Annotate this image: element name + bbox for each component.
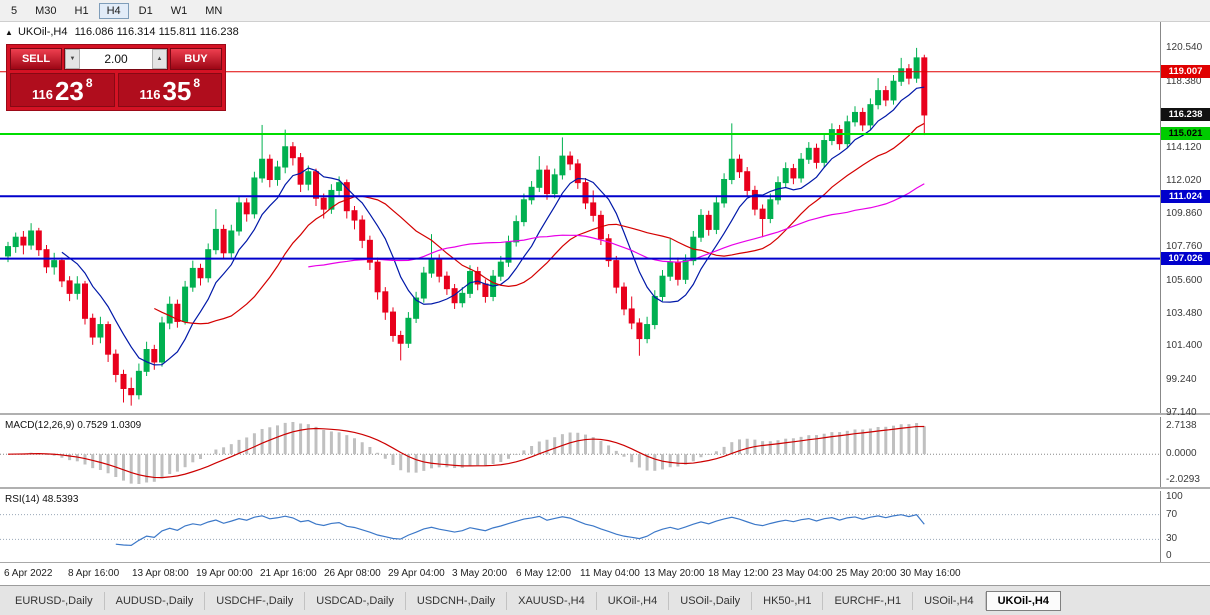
volume-up-button[interactable]: ▲: [152, 49, 167, 69]
time-axis-label: 6 Apr 2022: [4, 568, 53, 579]
chart-tab-3[interactable]: USDCAD-,Daily: [305, 591, 406, 610]
price-axis-label: 107.760: [1166, 241, 1203, 253]
timeframe-bar: 5 M30 H1 H4 D1 W1 MN: [0, 0, 1210, 22]
timeframe-d1[interactable]: D1: [138, 4, 153, 17]
chart-tab-11[interactable]: UKOil-,H4: [985, 590, 1061, 611]
time-axis-label: 29 Apr 04:00: [388, 568, 445, 579]
time-axis-label: 13 May 20:00: [644, 568, 705, 579]
price-badge: 111.024: [1161, 189, 1210, 203]
timeframe-w1[interactable]: W1: [170, 4, 188, 17]
macd-axis-label: 2.7138: [1166, 420, 1197, 431]
time-axis-label: 18 May 12:00: [708, 568, 769, 579]
time-axis-label: 8 Apr 16:00: [68, 568, 120, 579]
price-badge: 115.021: [1161, 127, 1210, 141]
price-axis-label: 99.240: [1166, 374, 1197, 386]
macd-panel: MACD(12,26,9) 0.7529 1.0309 2.7138 0.0000…: [0, 417, 1210, 489]
rsi-panel: RSI(14) 48.5393 100 70 30 0: [0, 491, 1210, 563]
price-axis-label: 101.400: [1166, 340, 1203, 352]
macd-axis: 2.7138 0.0000 -2.0293: [1160, 417, 1210, 487]
chart-tab-9[interactable]: EURCHF-,H1: [823, 591, 914, 610]
rsi-axis: 100 70 30 0: [1160, 491, 1210, 562]
price-axis-label: 114.120: [1166, 142, 1202, 153]
trade-controls-row: SELL ▼ 2.00 ▲ BUY: [10, 48, 222, 70]
hlines-group[interactable]: [0, 71, 1160, 260]
time-axis-label: 25 May 20:00: [836, 568, 897, 579]
timeframe-h4[interactable]: H4: [98, 2, 129, 19]
chart-tab-1[interactable]: AUDUSD-,Daily: [105, 591, 206, 610]
rsi-canvas[interactable]: [0, 491, 1160, 563]
price-axis-label: 120.540: [1166, 41, 1203, 53]
buy-price-head: 116: [139, 87, 161, 102]
chart-tab-5[interactable]: XAUUSD-,H4: [507, 591, 597, 610]
time-axis-label: 26 Apr 08:00: [324, 568, 381, 579]
price-badge: 107.026: [1161, 252, 1210, 266]
chart-tab-bar: EURUSD-,Daily AUDUSD-,Daily USDCHF-,Daily U…: [0, 585, 1210, 615]
chart-tab-4[interactable]: USDCNH-,Daily: [406, 591, 508, 610]
price-axis-label: 97.140: [1166, 406, 1197, 418]
sell-price-big: 23: [54, 76, 84, 106]
macd-histogram: [14, 422, 926, 484]
volume-down-button[interactable]: ▼: [65, 49, 80, 69]
ma-lines-group: [61, 86, 925, 366]
price-axis: 120.540118.380116.220114.120112.020109.8…: [1160, 22, 1210, 418]
rsi-axis-label: 0: [1166, 550, 1172, 561]
chart-tab-6[interactable]: UKOil-,H4: [597, 591, 670, 610]
price-badge: 119.007: [1161, 65, 1210, 79]
time-axis-label: 3 May 20:00: [452, 568, 508, 579]
sell-button[interactable]: SELL: [10, 48, 62, 70]
time-axis-label: 30 May 16:00: [900, 568, 961, 579]
chart-tab-7[interactable]: USOil-,Daily: [669, 591, 753, 610]
trade-prices-row: 116 23 8 116 35 8: [10, 73, 222, 107]
chart-tab-8[interactable]: HK50-,H1: [752, 591, 824, 610]
rsi-axis-label: 30: [1166, 533, 1178, 545]
chart-ohlc: 116.086 116.314 115.811 116.238: [74, 26, 239, 38]
rsi-axis-label: 100: [1166, 491, 1183, 502]
price-axis-label: 112.020: [1166, 174, 1202, 186]
price-axis-label: 103.480: [1166, 307, 1203, 319]
chart-symbol: UKOil-,H4: [17, 26, 68, 38]
macd-axis-label: -2.0293: [1166, 474, 1200, 485]
price-axis-label: 118.380: [1166, 75, 1202, 87]
time-axis-label: 6 May 12:00: [516, 568, 572, 579]
time-axis: 6 Apr 2022 8 Apr 16:00 13 Apr 08:00 19 Apr …: [0, 564, 1210, 585]
chart-window: ▲ UKOil-,H4 116.086 116.314 115.811 116.…: [0, 22, 1210, 585]
price-badge: 116.238: [1161, 108, 1210, 122]
buy-button[interactable]: BUY: [170, 48, 222, 70]
buy-price-sup: 8: [193, 76, 201, 90]
one-click-trade-widget: SELL ▼ 2.00 ▲ BUY 116 23 8 116: [6, 44, 226, 111]
time-axis-label: 19 Apr 00:00: [196, 568, 253, 579]
symbol-arrow-icon: ▲: [5, 28, 13, 37]
chart-tab-0[interactable]: EURUSD-,Daily: [4, 591, 105, 610]
chart-tab-2[interactable]: USDCHF-,Daily: [205, 591, 306, 610]
time-axis-label: 23 May 04:00: [772, 568, 833, 579]
rsi-label: RSI(14) 48.5393: [5, 494, 79, 505]
sell-price-head: 116: [31, 87, 53, 102]
time-axis-label: 11 May 04:00: [580, 568, 640, 579]
timeframe-5[interactable]: 5: [11, 4, 18, 17]
macd-canvas[interactable]: [0, 417, 1160, 489]
macd-label: MACD(12,26,9) 0.7529 1.0309: [5, 420, 142, 431]
buy-price-big: 35: [162, 76, 192, 106]
price-axis-label: 109.860: [1166, 208, 1203, 220]
chart-title: ▲ UKOil-,H4 116.086 116.314 115.811 116.…: [5, 26, 239, 38]
rsi-line: [115, 514, 925, 547]
price-chart-canvas[interactable]: [0, 22, 1160, 415]
volume-value[interactable]: 2.00: [104, 52, 128, 66]
macd-axis-label: 0.0000: [1166, 448, 1197, 460]
volume-stepper[interactable]: ▼ 2.00 ▲: [64, 48, 168, 70]
sell-price-sup: 8: [85, 76, 93, 90]
chart-tab-10[interactable]: USOil-,H4: [913, 591, 986, 610]
timeframe-mn[interactable]: MN: [205, 4, 223, 17]
timeframe-h1[interactable]: H1: [74, 4, 89, 17]
time-axis-label: 13 Apr 08:00: [132, 568, 189, 579]
time-axis-label: 21 Apr 16:00: [260, 568, 317, 579]
buy-price-tile[interactable]: 116 35 8: [117, 73, 222, 107]
macd-signal-line: [7, 425, 925, 479]
price-axis-label: 105.600: [1166, 274, 1203, 286]
sell-price-tile[interactable]: 116 23 8: [10, 73, 115, 107]
rsi-axis-label: 70: [1166, 508, 1178, 520]
price-panel: ▲ UKOil-,H4 116.086 116.314 115.811 116.…: [0, 22, 1210, 418]
timeframe-m30[interactable]: M30: [35, 4, 57, 17]
